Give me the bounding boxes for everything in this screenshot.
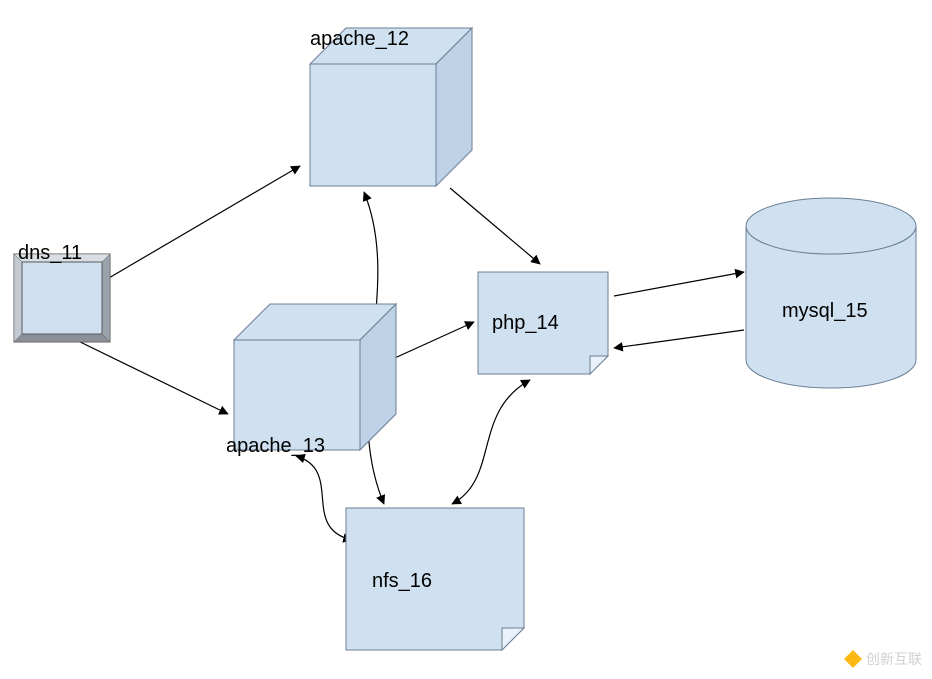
label-dns-11: dns_11 [18, 242, 82, 265]
edge-mysql-to-php-bot [614, 330, 744, 348]
watermark: 创新互联 [844, 649, 922, 669]
diagram-canvas [0, 0, 932, 679]
watermark-icon [844, 650, 862, 668]
node-apache-13 [234, 304, 396, 450]
label-nfs-16: nfs_16 [372, 570, 432, 593]
edge-nfs-apache13 [296, 456, 352, 540]
edge-nfs-php [452, 380, 530, 504]
edge-php-to-mysql-top [614, 272, 744, 296]
node-apache-12 [310, 28, 472, 186]
label-apache-13: apache_13 [226, 435, 325, 458]
label-mysql-15: mysql_15 [782, 300, 868, 323]
node-mysql-15 [746, 198, 916, 388]
nodes-layer [14, 28, 916, 650]
edge-dns-to-apache12 [102, 166, 300, 282]
label-apache-12: apache_12 [310, 28, 409, 51]
edge-dns-to-apache13 [72, 338, 228, 414]
edge-apache12-to-php [450, 188, 540, 264]
edges-layer [72, 166, 744, 540]
node-dns-11 [14, 254, 110, 342]
watermark-text: 创新互联 [866, 649, 922, 669]
label-php-14: php_14 [492, 312, 559, 335]
